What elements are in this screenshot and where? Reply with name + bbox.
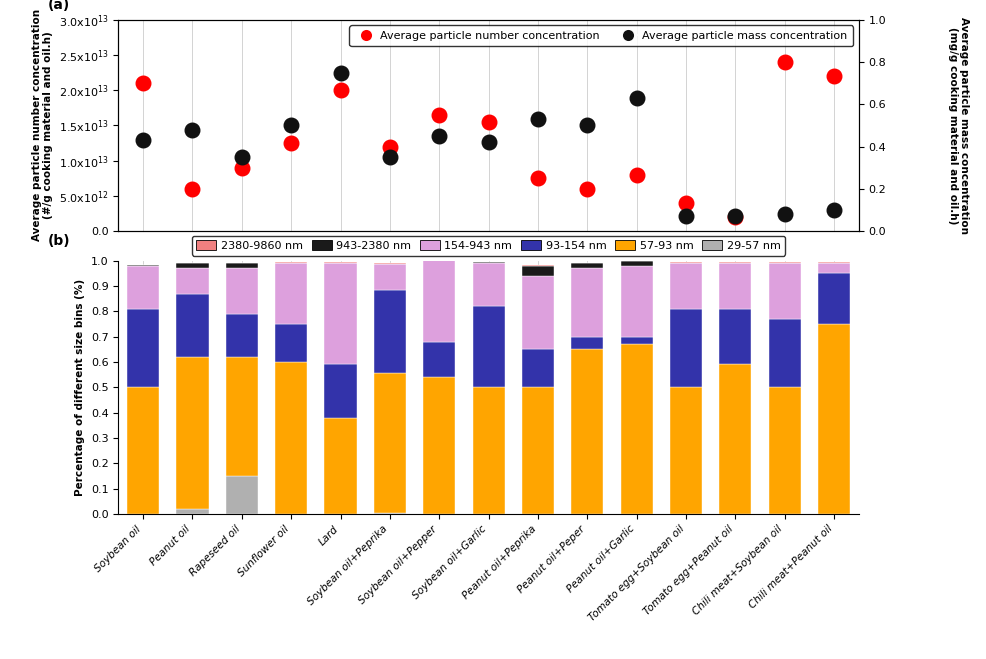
Point	[825, 204, 841, 215]
Bar	[571, 337, 602, 349]
Bar	[768, 319, 800, 387]
Legend: 2380-9860 nm, 943-2380 nm, 154-943 nm, 93-154 nm, 57-93 nm, 29-57 nm: 2380-9860 nm, 943-2380 nm, 154-943 nm, 9…	[191, 236, 785, 256]
Bar	[127, 387, 159, 514]
Bar	[522, 266, 553, 275]
Bar	[374, 374, 405, 513]
Bar	[522, 275, 553, 349]
Bar	[226, 357, 257, 476]
Bar	[620, 344, 652, 514]
Legend: Average particle number concentration, Average particle mass concentration: Average particle number concentration, A…	[349, 25, 852, 46]
Y-axis label: Percentage of different size bins (%): Percentage of different size bins (%)	[75, 279, 86, 496]
Bar	[768, 263, 800, 319]
Point	[579, 120, 595, 130]
Point	[382, 141, 397, 152]
Point	[579, 183, 595, 194]
Point	[628, 93, 644, 103]
Bar	[226, 268, 257, 314]
Point	[776, 57, 792, 67]
Bar	[472, 306, 504, 387]
Point	[135, 135, 151, 146]
Bar	[571, 268, 602, 337]
Point	[234, 162, 249, 173]
Point	[332, 67, 348, 78]
Bar	[719, 364, 750, 514]
Bar	[620, 266, 652, 337]
Point	[628, 169, 644, 180]
Point	[431, 109, 447, 120]
Point	[727, 212, 742, 222]
Bar	[374, 513, 405, 514]
Y-axis label: Average particle mass concentration
(mg/g cooking material and oil.h): Average particle mass concentration (mg/…	[947, 17, 968, 234]
Point	[382, 152, 397, 162]
Point	[677, 211, 693, 221]
Point	[529, 114, 545, 125]
Text: (a): (a)	[48, 0, 70, 13]
Point	[184, 125, 200, 135]
Point	[135, 78, 151, 88]
Point	[234, 152, 249, 162]
Point	[776, 209, 792, 219]
Bar	[275, 263, 307, 324]
Bar	[176, 357, 208, 509]
Bar	[226, 314, 257, 357]
Bar	[817, 273, 849, 324]
Bar	[275, 362, 307, 514]
Bar	[423, 377, 455, 514]
Text: (b): (b)	[48, 235, 71, 248]
Bar	[374, 264, 405, 290]
Point	[184, 183, 200, 194]
Bar	[669, 387, 701, 514]
Bar	[127, 308, 159, 387]
Bar	[817, 263, 849, 273]
Bar	[719, 263, 750, 308]
Point	[480, 117, 496, 127]
Bar	[571, 349, 602, 514]
Bar	[423, 258, 455, 341]
Bar	[571, 263, 602, 268]
Bar	[127, 266, 159, 308]
Bar	[719, 308, 750, 364]
Bar	[522, 387, 553, 514]
Bar	[324, 364, 356, 418]
Bar	[374, 290, 405, 374]
Point	[332, 85, 348, 96]
Bar	[669, 263, 701, 308]
Y-axis label: Average particle number concentration
(#/g cooking material and oil.h): Average particle number concentration (#…	[32, 9, 53, 241]
Point	[677, 198, 693, 208]
Bar	[620, 337, 652, 344]
Bar	[176, 268, 208, 293]
Point	[727, 211, 742, 221]
Bar	[176, 263, 208, 268]
Bar	[669, 308, 701, 387]
Bar	[472, 387, 504, 513]
Bar	[817, 324, 849, 514]
Bar	[620, 260, 652, 266]
Bar	[176, 293, 208, 357]
Bar	[522, 349, 553, 387]
Point	[283, 138, 299, 148]
Point	[480, 137, 496, 148]
Bar	[324, 418, 356, 514]
Bar	[472, 262, 504, 306]
Bar	[423, 341, 455, 377]
Bar	[226, 263, 257, 268]
Point	[825, 71, 841, 81]
Bar	[768, 387, 800, 514]
Point	[431, 130, 447, 141]
Bar	[176, 509, 208, 514]
Point	[283, 120, 299, 130]
Bar	[275, 324, 307, 362]
Bar	[226, 476, 257, 514]
Bar	[324, 263, 356, 364]
Point	[529, 173, 545, 183]
